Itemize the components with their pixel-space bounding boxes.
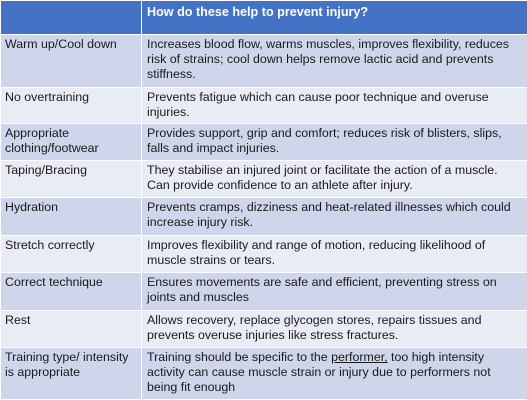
row-label: Rest xyxy=(0,309,142,349)
row-label: Warm up/Cool down xyxy=(0,33,142,89)
row-label: Appropriate clothing/footwear xyxy=(0,122,142,162)
table-row: Stretch correctly Improves flexibility a… xyxy=(0,234,527,274)
table-row: Training type/ intensity is appropriate … xyxy=(0,347,527,400)
row-label: No overtraining xyxy=(0,87,142,124)
desc-text-before: Training should be specific to the xyxy=(147,350,332,365)
desc-text-underlined: performer, xyxy=(331,350,388,365)
table-row: Rest Allows recovery, replace glycogen s… xyxy=(0,309,527,349)
desc-text-after: too high intensity activity can cause mu… xyxy=(147,350,491,395)
row-description: Increases blood flow, warms muscles, imp… xyxy=(141,33,527,89)
row-description: Ensures movements are safe and efficient… xyxy=(141,272,527,311)
row-label: Hydration xyxy=(0,196,142,236)
row-label: Stretch correctly xyxy=(0,234,142,274)
table-row: Taping/Bracing They stabilise an injured… xyxy=(0,160,527,198)
row-description: Improves flexibility and range of motion… xyxy=(141,234,527,274)
row-label: Correct technique xyxy=(0,272,142,311)
row-description: They stabilise an injured joint or facil… xyxy=(141,160,527,198)
table-row: Appropriate clothing/footwear Provides s… xyxy=(0,122,527,162)
row-description: Prevents fatigue which can cause poor te… xyxy=(141,87,527,124)
table-row: No overtraining Prevents fatigue which c… xyxy=(0,87,527,124)
row-description: Training should be specific to the perfo… xyxy=(141,347,527,400)
row-label: Taping/Bracing xyxy=(0,160,142,198)
table-header-row: How do these help to prevent injury? xyxy=(0,0,527,35)
header-cell-method xyxy=(0,0,142,35)
table-row: Warm up/Cool down Increases blood flow, … xyxy=(0,33,527,89)
row-label: Training type/ intensity is appropriate xyxy=(0,347,142,400)
row-description: Provides support, grip and comfort; redu… xyxy=(141,122,527,162)
row-description: Prevents cramps, dizziness and heat-rela… xyxy=(141,196,527,236)
table-row: Hydration Prevents cramps, dizziness and… xyxy=(0,196,527,236)
row-description: Allows recovery, replace glycogen stores… xyxy=(141,309,527,349)
table-row: Correct technique Ensures movements are … xyxy=(0,272,527,311)
header-cell-question: How do these help to prevent injury? xyxy=(141,0,527,35)
